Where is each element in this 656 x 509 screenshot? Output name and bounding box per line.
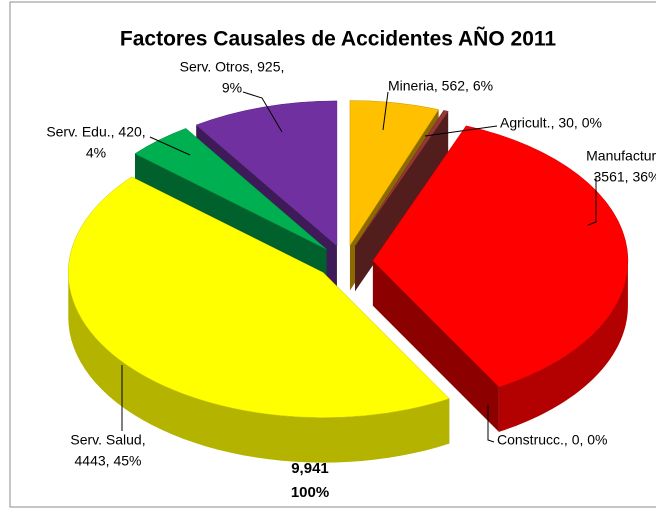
slice-side: [372, 260, 499, 432]
data-label: 9%: [222, 80, 242, 96]
data-label: Serv. Edu., 420,: [46, 124, 145, 140]
data-label: Construcc., 0, 0%: [497, 432, 608, 448]
slice: [354, 110, 449, 292]
leader-line: [487, 405, 495, 443]
slice-top: [68, 176, 450, 418]
data-label: Serv. Salud,: [70, 432, 145, 448]
slice-top: [195, 100, 338, 247]
data-label: Manufactura,: [586, 148, 656, 164]
slice-top: [372, 125, 629, 388]
total-label: 9,941: [291, 460, 329, 477]
slice-side: [354, 111, 449, 292]
slice-top: [349, 100, 440, 247]
leader-line: [149, 136, 191, 156]
data-label: 4%: [86, 145, 106, 161]
data-label: 4443, 45%: [75, 453, 142, 469]
slice: [68, 176, 450, 463]
data-label: Agricult., 30, 0%: [500, 115, 602, 131]
data-label: Mineria, 562, 6%: [388, 78, 493, 94]
data-label: Serv. Otros, 925,: [180, 59, 285, 75]
slice-wall: [68, 272, 450, 463]
total-percent-label: 100%: [291, 484, 329, 501]
leader-line: [587, 176, 597, 226]
leader-line: [382, 91, 389, 131]
leader-line: [424, 125, 498, 137]
slice-top: [354, 110, 449, 247]
leader-line: [242, 91, 283, 133]
data-label: 3561, 36%: [594, 169, 656, 185]
slice: [372, 125, 629, 432]
chart-title: Factores Causales de Accidentes AÑO 2011: [120, 28, 556, 51]
slice-wall: [498, 260, 628, 432]
slice-top: [134, 128, 327, 250]
